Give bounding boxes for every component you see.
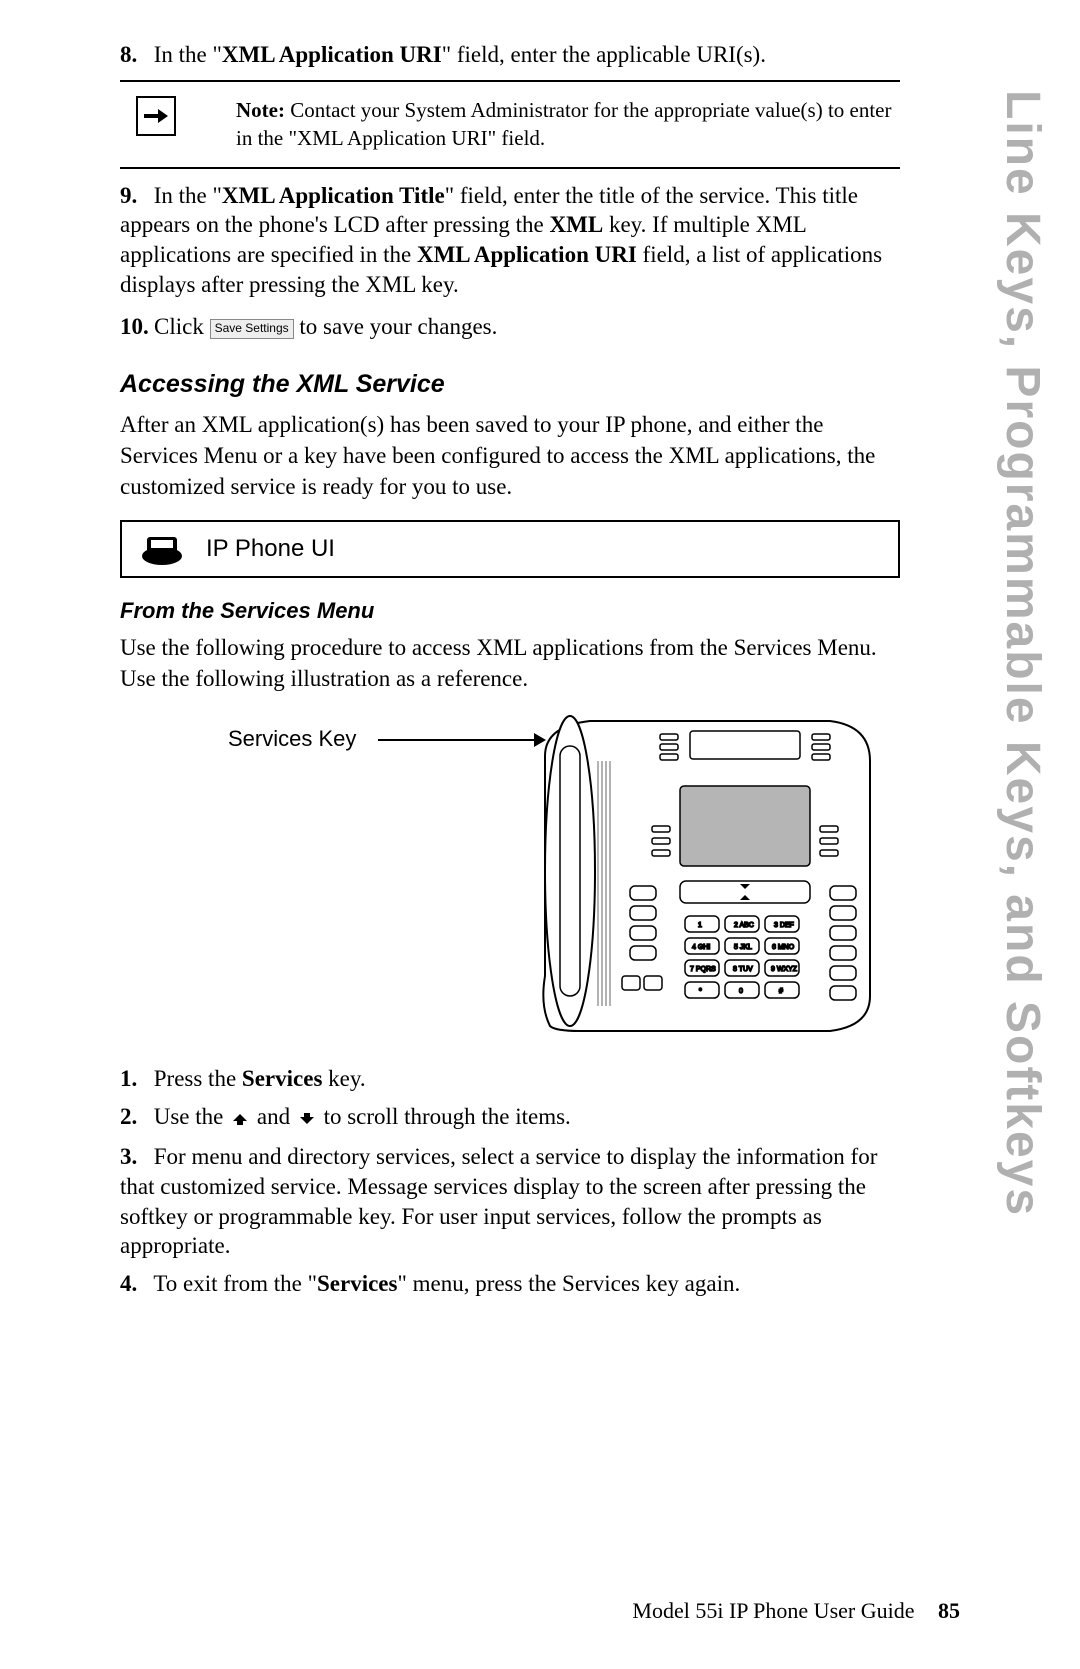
from-menu-heading: From the Services Menu (120, 598, 900, 624)
svc1b: Services (242, 1066, 322, 1091)
s10a: Click (154, 314, 210, 339)
svg-text:8 TUV: 8 TUV (733, 966, 753, 973)
note-block: Note: Contact your System Administrator … (136, 96, 900, 153)
svg-text:7 PQRS: 7 PQRS (690, 966, 716, 973)
leader-line (378, 739, 543, 741)
s10b: to save your changes. (299, 314, 497, 339)
s9b2: XML (550, 212, 604, 237)
svc2c: to scroll through the items. (324, 1104, 571, 1129)
svg-text:6 MNO: 6 MNO (772, 944, 795, 951)
svg-text:4 GHI: 4 GHI (692, 944, 710, 951)
svc1c: key. (322, 1066, 365, 1091)
phone-illustration: Services Key (120, 706, 900, 1046)
step8-text-a: In the " (154, 42, 222, 67)
up-arrow-icon (229, 1104, 251, 1134)
svc1a: Press the (154, 1066, 242, 1091)
note-body: Contact your System Administrator for th… (236, 98, 892, 150)
s9b3: XML Application URI (417, 242, 637, 267)
svg-text:3 DEF: 3 DEF (774, 922, 794, 929)
page-footer: Model 55i IP Phone User Guide 85 (632, 1598, 960, 1624)
svc-step-4: 4. To exit from the "Services" menu, pre… (120, 1269, 900, 1299)
step-number: 2. (120, 1102, 148, 1132)
svc-step-1: 1. Press the Services key. (120, 1064, 900, 1094)
step-number: 9. (120, 181, 148, 211)
svg-text:2 ABC: 2 ABC (734, 922, 754, 929)
services-key-label: Services Key (228, 726, 356, 752)
svc4a: To exit from the " (153, 1271, 317, 1296)
ip-phone-ui-box: IP Phone UI (120, 520, 900, 578)
step8-text-b: " field, enter the applicable URI(s). (442, 42, 766, 67)
svg-text:#: # (779, 988, 783, 995)
svc4b: Services (317, 1271, 397, 1296)
note-bold: Note: (236, 98, 285, 122)
step-10: 10.Click Save Settings to save your chan… (120, 312, 900, 342)
svg-text:5 JKL: 5 JKL (734, 944, 752, 951)
from-menu-para: Use the following procedure to access XM… (120, 632, 900, 694)
save-settings-button[interactable]: Save Settings (210, 319, 294, 339)
svc4c: " menu, press the Services key again. (397, 1271, 740, 1296)
svc2mid: and (257, 1104, 296, 1129)
step-number: 8. (120, 40, 148, 70)
divider (120, 167, 900, 169)
svg-text:0: 0 (739, 988, 743, 995)
arrow-right-icon (136, 96, 176, 136)
svc3-text: For menu and directory services, select … (120, 1144, 877, 1259)
svc-step-2: 2. Use the and to scroll through the ite… (120, 1102, 900, 1134)
step-8: 8. In the "XML Application URI" field, e… (120, 40, 900, 70)
s9a: In the " (154, 183, 222, 208)
ip-phone-ui-label: IP Phone UI (206, 535, 335, 563)
step-number: 1. (120, 1064, 148, 1094)
step-number: 4. (120, 1269, 148, 1299)
footer-title: Model 55i IP Phone User Guide (632, 1598, 914, 1623)
svc-step-3: 3. For menu and directory services, sele… (120, 1142, 900, 1262)
divider (120, 80, 900, 82)
svg-text:1: 1 (698, 922, 702, 929)
accessing-para: After an XML application(s) has been sav… (120, 409, 900, 502)
step-number: 3. (120, 1142, 148, 1172)
leader-arrow-icon (534, 733, 546, 747)
svg-text:9 WXYZ: 9 WXYZ (771, 966, 798, 973)
step-number: 10. (120, 312, 154, 342)
step-9: 9. In the "XML Application Title" field,… (120, 181, 900, 301)
note-text: Note: Contact your System Administrator … (236, 96, 900, 153)
accessing-heading: Accessing the XML Service (120, 370, 900, 399)
s9b1: XML Application Title (222, 183, 445, 208)
phone-icon (138, 532, 186, 566)
svc2a: Use the (154, 1104, 229, 1129)
main-content: 8. In the "XML Application URI" field, e… (120, 40, 900, 1299)
page-number: 85 (938, 1598, 960, 1623)
side-vertical-title: Line Keys, Programmable Keys, and Softke… (995, 90, 1050, 1217)
phone-svg: 1 2 ABC 3 DEF 4 GHI 5 JKL 6 MNO 7 PQRS 8… (120, 706, 900, 1046)
step8-field: XML Application URI (222, 42, 442, 67)
down-arrow-icon (296, 1104, 318, 1134)
svg-text:*: * (699, 988, 702, 995)
